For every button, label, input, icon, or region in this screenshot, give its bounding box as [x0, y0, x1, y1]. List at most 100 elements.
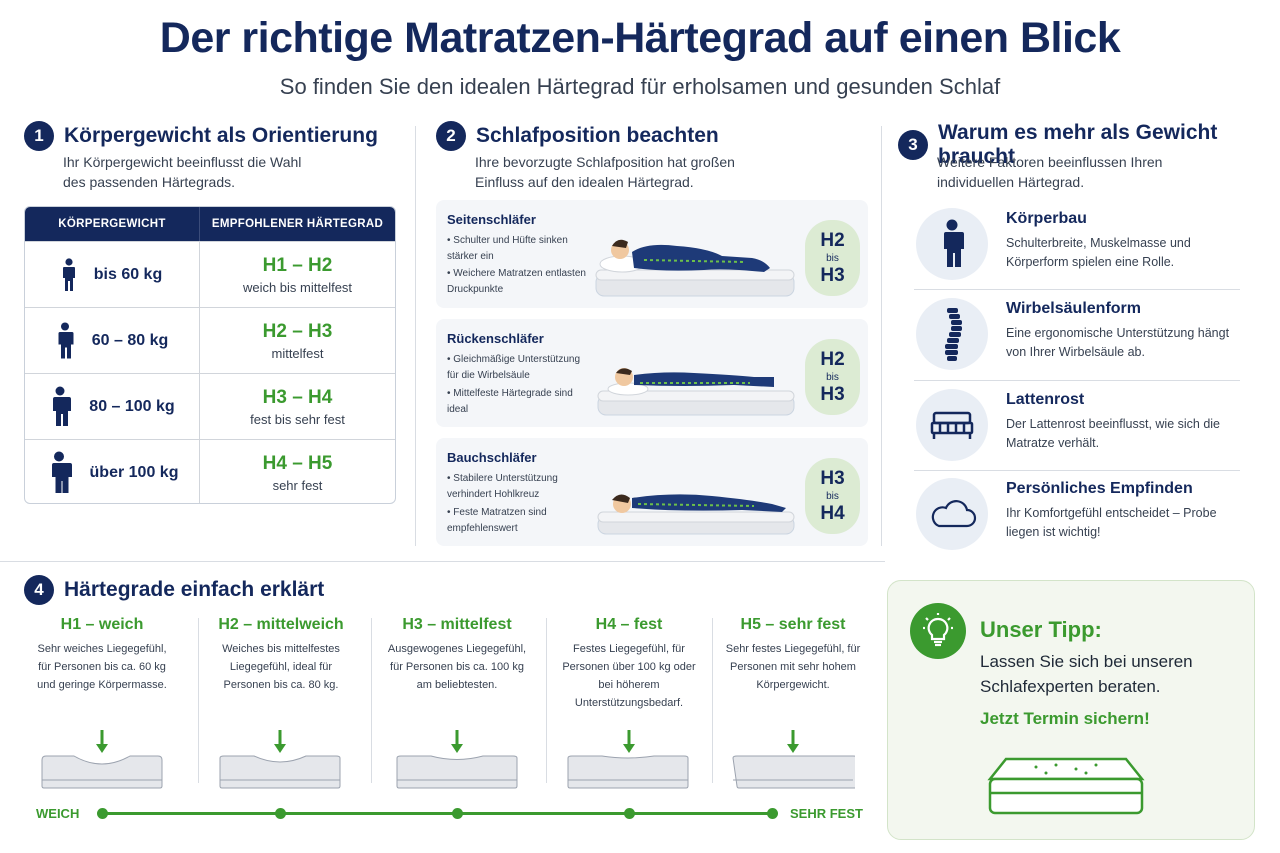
- arrow-down-icon: [623, 730, 635, 753]
- factor-title: Lattenrost: [1006, 391, 1085, 408]
- back-sleeper-illustration: [597, 368, 795, 416]
- section-title: Warum es mehr als Gewicht braucht: [938, 121, 1218, 168]
- mattress-illustration: [987, 757, 1145, 815]
- badge-from: H3: [820, 467, 845, 489]
- stomach-sleeper-card: Bauchschläfer Stabilere Unterstützung ve…: [436, 438, 868, 546]
- factor-description: Eine ergonomische Unterstützung hängt vo…: [1006, 326, 1230, 359]
- position-title: Rückenschläfer: [447, 331, 544, 346]
- position-bullet: Gleichmäßige Unterstützung für die Wirbe…: [447, 352, 587, 384]
- grade-description: Sehr festes Liegegefühl, für Personen mi…: [725, 643, 861, 691]
- section-number: 3: [898, 130, 928, 160]
- cloud-icon: [916, 478, 988, 550]
- page-title: Der richtige Matratzen-Härtegrad auf ein…: [159, 14, 1121, 62]
- column-divider: [712, 618, 713, 783]
- desc-line: Weitere Faktoren beeinflussen Ihren: [937, 154, 1163, 170]
- badge-to: H3: [820, 383, 845, 405]
- badge-bis: bis: [826, 252, 839, 264]
- mattress-medium-illustration: [396, 755, 518, 789]
- position-bullet: Weichere Matratzen entlasten Druckpunkte: [447, 266, 587, 298]
- factor-description: Ihr Komfortgefühl entscheidet – Probe li…: [1006, 506, 1217, 539]
- table-row: bis 60 kg H1 – H2 weich bis mittelfest: [25, 241, 395, 307]
- grade-value: H3 – H4: [262, 386, 333, 408]
- tip-text: Lassen Sie sich bei unseren Schlafexpert…: [980, 652, 1193, 696]
- tip-title: Unser Tipp:: [980, 617, 1102, 642]
- badge-from: H2: [820, 229, 845, 251]
- table-row: 60 – 80 kg H2 – H3 mittelfest: [25, 307, 395, 373]
- desc-line: individuellen Härtegrad.: [937, 174, 1085, 190]
- arrow-down-icon: [274, 730, 286, 753]
- grade-badge: H2 bis H3: [805, 339, 860, 415]
- column-divider: [198, 618, 199, 783]
- grade-description: Weiches bis mittelfestes Liegegefühl, id…: [222, 643, 340, 691]
- grade-badge: H2 bis H3: [805, 220, 860, 296]
- position-bullet: Feste Matratzen sind empfehlenswert: [447, 505, 587, 537]
- grade-column-h5: H5 – sehr fest Sehr festes Liegegefühl, …: [710, 616, 876, 694]
- factor-divider: [914, 289, 1240, 290]
- position-bullet: Schulter und Hüfte sinken stärker ein: [447, 233, 587, 265]
- grade-description: mittelfest: [271, 345, 324, 361]
- grade-column-h3: H3 – mittelfest Ausgewogenes Liegegefühl…: [374, 616, 540, 694]
- table-row: über 100 kg H4 – H5 sehr fest: [25, 439, 395, 503]
- arrow-down-icon: [787, 730, 799, 753]
- scale-dot: [624, 808, 635, 819]
- position-bullet: Mittelfeste Härtegrade sind ideal: [447, 386, 587, 418]
- desc-line: des passenden Härtegrads.: [63, 174, 235, 190]
- column-header: KÖRPERGEWICHT: [25, 207, 200, 241]
- grade-column-h4: H4 – fest Festes Liegegefühl, für Person…: [546, 616, 712, 712]
- side-sleeper-card: Seitenschläfer Schulter und Hüfte sinken…: [436, 200, 868, 308]
- mattress-very-firm-illustration: [732, 755, 855, 789]
- spine-icon: [916, 298, 988, 370]
- grade-value: H1 – H2: [262, 254, 333, 276]
- scale-dot: [452, 808, 463, 819]
- mattress-firm-illustration: [567, 755, 689, 789]
- section4-header: 4 Härtegrade einfach erklärt: [24, 575, 324, 605]
- section-title: Körpergewicht als Orientierung: [64, 124, 378, 147]
- table-header: KÖRPERGEWICHT EMPFOHLENER HÄRTEGRAD: [25, 207, 395, 241]
- factor-item: Körperbau Schulterbreite, Muskelmasse un…: [914, 204, 1242, 290]
- column-divider: [415, 126, 416, 546]
- grade-description: Ausgewogenes Liegegefühl, für Personen b…: [387, 643, 527, 691]
- factor-divider: [914, 380, 1240, 381]
- arrow-down-icon: [451, 730, 463, 753]
- lightbulb-icon: [910, 603, 966, 659]
- grade-badge: H3 bis H4: [805, 458, 860, 534]
- firmness-scale-line: [102, 812, 772, 815]
- person-medium-icon: [57, 322, 74, 358]
- grade-title: H2 – mittelweich: [218, 616, 344, 633]
- column-divider: [881, 126, 882, 546]
- table-row: 80 – 100 kg H3 – H4 fest bis sehr fest: [25, 373, 395, 439]
- grade-title: H4 – fest: [595, 616, 663, 633]
- mattress-soft-illustration: [41, 755, 163, 789]
- person-icon: [916, 208, 988, 280]
- arrow-down-icon: [96, 730, 108, 753]
- column-divider: [371, 618, 372, 783]
- factor-title: Persönliches Empfinden: [1006, 480, 1193, 497]
- appointment-link[interactable]: Jetzt Termin sichern!: [980, 709, 1150, 728]
- desc-line: Einfluss auf den idealen Härtegrad.: [475, 174, 694, 190]
- factor-title: Wirbelsäulenform: [1006, 300, 1141, 317]
- section-number: 2: [436, 121, 466, 151]
- grade-column-h1: H1 – weich Sehr weiches Liegegefühl, für…: [19, 616, 185, 694]
- grade-description: fest bis sehr fest: [250, 411, 345, 427]
- grade-column-h2: H2 – mittelweich Weiches bis mittelfeste…: [198, 616, 364, 694]
- section-description: Ihr Körpergewicht beeinflusst die Wahl d…: [63, 152, 301, 192]
- stomach-sleeper-illustration: [597, 494, 795, 535]
- person-small-icon: [62, 257, 75, 291]
- section-number: 4: [24, 575, 54, 605]
- weight-value: 80 – 100 kg: [89, 397, 175, 415]
- grade-title: H5 – sehr fest: [740, 616, 846, 633]
- grade-value: H4 – H5: [262, 452, 333, 474]
- column-header: EMPFOHLENER HÄRTEGRAD: [211, 218, 384, 230]
- weight-value: über 100 kg: [89, 463, 179, 481]
- person-xlarge-icon: [47, 451, 72, 493]
- position-title: Bauchschläfer: [447, 450, 537, 465]
- badge-from: H2: [820, 348, 845, 370]
- badge-to: H4: [820, 502, 845, 524]
- position-bullet: Stabilere Unterstützung verhindert Hohlk…: [447, 471, 587, 503]
- section-description: Ihre bevorzugte Schlafposition hat große…: [475, 152, 735, 192]
- page-subtitle: So finden Sie den idealen Härtegrad für …: [279, 74, 1001, 99]
- weight-value: bis 60 kg: [93, 265, 163, 283]
- section1-header: 1 Körpergewicht als Orientierung: [24, 121, 378, 151]
- badge-bis: bis: [826, 490, 839, 502]
- section-number: 1: [24, 121, 54, 151]
